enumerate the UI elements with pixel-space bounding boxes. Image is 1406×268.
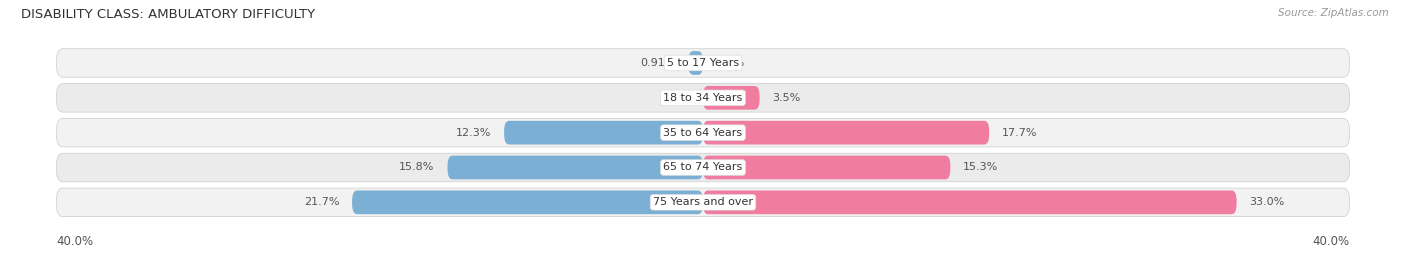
Legend: Male, Female: Male, Female bbox=[641, 265, 765, 268]
Text: 18 to 34 Years: 18 to 34 Years bbox=[664, 93, 742, 103]
Text: DISABILITY CLASS: AMBULATORY DIFFICULTY: DISABILITY CLASS: AMBULATORY DIFFICULTY bbox=[21, 8, 315, 21]
FancyBboxPatch shape bbox=[447, 156, 703, 179]
Text: 15.3%: 15.3% bbox=[963, 162, 998, 173]
Text: 12.3%: 12.3% bbox=[456, 128, 491, 138]
FancyBboxPatch shape bbox=[703, 191, 1237, 214]
Text: 40.0%: 40.0% bbox=[56, 235, 93, 248]
Text: 0.0%: 0.0% bbox=[662, 93, 690, 103]
FancyBboxPatch shape bbox=[505, 121, 703, 144]
Text: 65 to 74 Years: 65 to 74 Years bbox=[664, 162, 742, 173]
Text: 5 to 17 Years: 5 to 17 Years bbox=[666, 58, 740, 68]
FancyBboxPatch shape bbox=[56, 188, 1350, 217]
Text: 33.0%: 33.0% bbox=[1250, 197, 1285, 207]
Text: 35 to 64 Years: 35 to 64 Years bbox=[664, 128, 742, 138]
FancyBboxPatch shape bbox=[689, 51, 703, 75]
FancyBboxPatch shape bbox=[56, 84, 1350, 112]
FancyBboxPatch shape bbox=[56, 118, 1350, 147]
Text: 40.0%: 40.0% bbox=[1313, 235, 1350, 248]
Text: 0.0%: 0.0% bbox=[716, 58, 744, 68]
FancyBboxPatch shape bbox=[703, 121, 990, 144]
Text: 17.7%: 17.7% bbox=[1002, 128, 1038, 138]
FancyBboxPatch shape bbox=[56, 153, 1350, 182]
FancyBboxPatch shape bbox=[703, 156, 950, 179]
Text: 21.7%: 21.7% bbox=[304, 197, 339, 207]
Text: 15.8%: 15.8% bbox=[399, 162, 434, 173]
FancyBboxPatch shape bbox=[56, 49, 1350, 77]
Text: Source: ZipAtlas.com: Source: ZipAtlas.com bbox=[1278, 8, 1389, 18]
Text: 75 Years and over: 75 Years and over bbox=[652, 197, 754, 207]
Text: 3.5%: 3.5% bbox=[772, 93, 801, 103]
FancyBboxPatch shape bbox=[352, 191, 703, 214]
FancyBboxPatch shape bbox=[703, 86, 759, 110]
Text: 0.91%: 0.91% bbox=[640, 58, 675, 68]
